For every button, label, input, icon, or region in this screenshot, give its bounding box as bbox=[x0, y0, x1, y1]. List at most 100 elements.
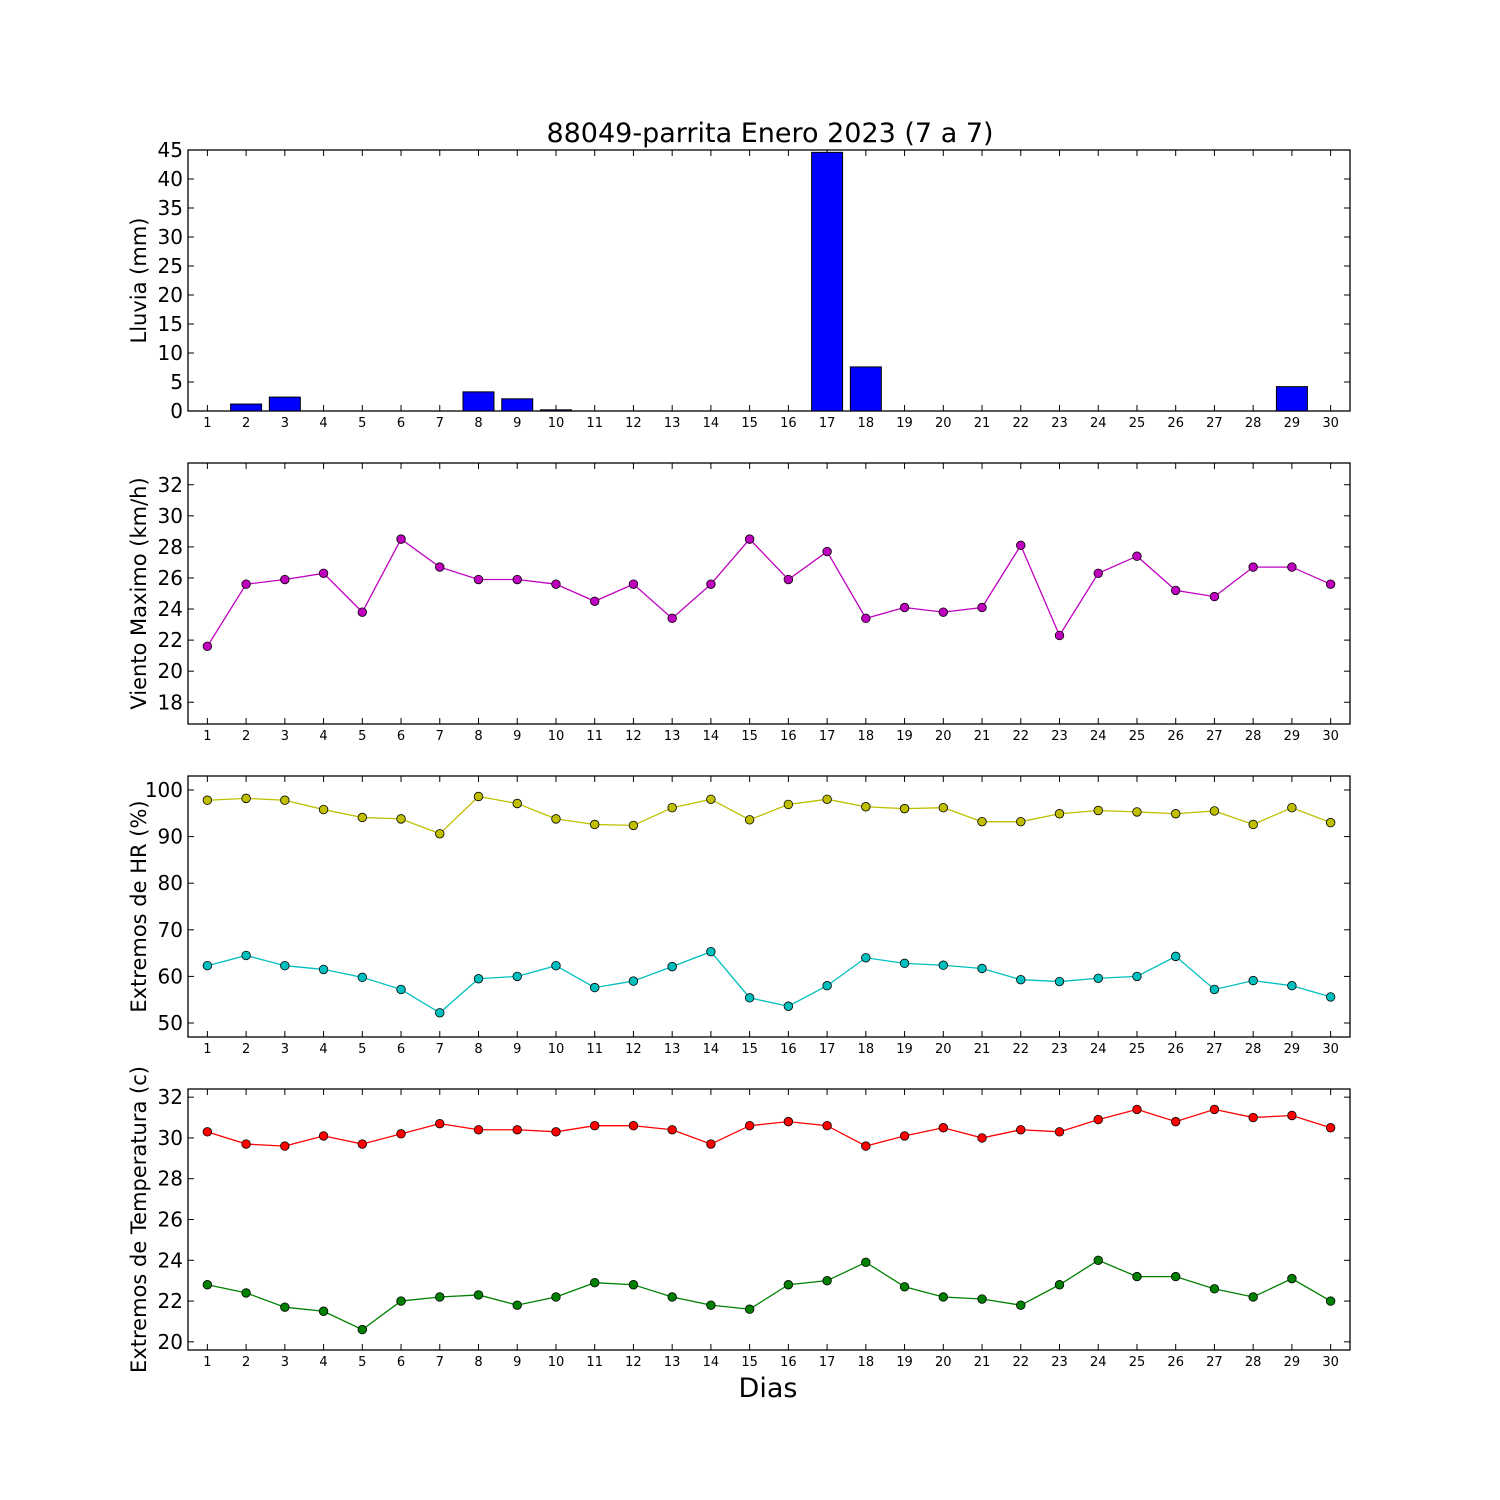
x-tick-label: 1 bbox=[203, 1355, 211, 1370]
x-tick-label: 19 bbox=[896, 1042, 913, 1057]
data-point bbox=[899, 958, 910, 969]
x-tick-label: 8 bbox=[474, 416, 482, 431]
data-point bbox=[861, 1257, 871, 1268]
data-point bbox=[473, 1125, 484, 1135]
data-point bbox=[1016, 974, 1026, 985]
data-point bbox=[1093, 568, 1103, 579]
data-point bbox=[241, 793, 251, 804]
rain-bar bbox=[811, 151, 844, 412]
data-point bbox=[783, 1116, 794, 1127]
data-point bbox=[318, 804, 329, 815]
y-axis-label: Viento Maximo (km/h) bbox=[127, 477, 151, 709]
data-point bbox=[241, 1139, 251, 1149]
x-tick-label: 11 bbox=[586, 416, 603, 431]
data-point bbox=[1248, 1112, 1258, 1123]
data-point bbox=[1209, 591, 1220, 602]
x-tick-label: 26 bbox=[1167, 1355, 1184, 1370]
x-tick-label: 19 bbox=[896, 729, 913, 744]
y-tick-label: 80 bbox=[158, 871, 183, 895]
x-tick-label: 24 bbox=[1090, 1042, 1107, 1057]
y-tick-label: 32 bbox=[158, 473, 183, 497]
x-tick-label: 15 bbox=[741, 1355, 758, 1370]
data-point bbox=[667, 961, 677, 972]
x-tick-label: 25 bbox=[1129, 416, 1146, 431]
series-line bbox=[207, 950, 1331, 1014]
series-line bbox=[207, 1259, 1331, 1331]
rain-bar bbox=[849, 366, 882, 412]
y-axis-label: Lluvia (mm) bbox=[127, 218, 151, 344]
x-tick-label: 14 bbox=[703, 1355, 720, 1370]
x-tick-label: 1 bbox=[203, 729, 211, 744]
data-point bbox=[590, 819, 600, 830]
x-tick-label: 8 bbox=[474, 1355, 482, 1370]
x-tick-label: 29 bbox=[1284, 416, 1301, 431]
x-tick-label: 5 bbox=[358, 729, 366, 744]
data-point bbox=[473, 574, 484, 585]
rain-bar bbox=[230, 403, 263, 412]
y-tick-label: 40 bbox=[158, 167, 183, 191]
data-point bbox=[1248, 1292, 1258, 1302]
x-tick-label: 28 bbox=[1245, 1355, 1262, 1370]
y-tick-label: 35 bbox=[158, 196, 183, 220]
x-tick-label: 28 bbox=[1245, 729, 1262, 744]
y-tick-label: 26 bbox=[158, 1208, 183, 1232]
x-tick-label: 17 bbox=[819, 416, 836, 431]
x-tick-label: 20 bbox=[935, 1355, 952, 1370]
data-point bbox=[512, 1300, 522, 1310]
data-point bbox=[1248, 819, 1258, 830]
data-point bbox=[899, 1131, 910, 1141]
x-tick-label: 14 bbox=[703, 1042, 720, 1057]
data-point bbox=[1325, 992, 1336, 1002]
y-tick-label: 32 bbox=[158, 1085, 183, 1109]
data-point bbox=[861, 953, 871, 963]
data-point bbox=[512, 971, 522, 982]
data-point bbox=[590, 1121, 600, 1131]
y-tick-label: 100 bbox=[145, 778, 183, 802]
x-tick-label: 27 bbox=[1206, 1355, 1223, 1370]
data-point bbox=[744, 534, 755, 544]
y-tick-label: 22 bbox=[158, 1289, 183, 1313]
data-point bbox=[241, 579, 251, 589]
x-tick-label: 23 bbox=[1051, 729, 1068, 744]
y-tick-label: 20 bbox=[158, 659, 183, 683]
data-point bbox=[280, 795, 290, 805]
data-point bbox=[512, 574, 522, 585]
data-point bbox=[1325, 1296, 1336, 1306]
data-point bbox=[551, 1292, 561, 1302]
x-tick-label: 2 bbox=[242, 1042, 250, 1057]
x-tick-label: 29 bbox=[1284, 1355, 1301, 1370]
data-point bbox=[1016, 816, 1026, 827]
data-point bbox=[706, 794, 716, 805]
data-point bbox=[202, 1127, 213, 1137]
data-point bbox=[318, 964, 329, 975]
data-point bbox=[396, 534, 406, 544]
data-point bbox=[628, 820, 639, 831]
data-point bbox=[899, 602, 910, 613]
y-tick-label: 28 bbox=[158, 535, 183, 559]
data-point bbox=[783, 574, 794, 585]
data-point bbox=[512, 798, 522, 809]
x-tick-label: 22 bbox=[1012, 729, 1029, 744]
x-tick-label: 11 bbox=[586, 1042, 603, 1057]
x-tick-label: 14 bbox=[703, 416, 720, 431]
x-tick-label: 11 bbox=[586, 729, 603, 744]
x-tick-label: 7 bbox=[436, 416, 444, 431]
data-point bbox=[1325, 1123, 1336, 1133]
data-point bbox=[280, 1302, 290, 1312]
data-point bbox=[1093, 973, 1103, 983]
data-point bbox=[1170, 809, 1181, 819]
x-tick-label: 30 bbox=[1322, 1355, 1339, 1370]
x-tick-label: 23 bbox=[1051, 1355, 1068, 1370]
data-point bbox=[822, 1275, 832, 1286]
data-point bbox=[280, 960, 290, 971]
x-tick-label: 25 bbox=[1129, 729, 1146, 744]
data-point bbox=[667, 1125, 677, 1135]
data-point bbox=[590, 982, 600, 993]
x-tick-label: 16 bbox=[780, 1355, 797, 1370]
x-tick-label: 7 bbox=[436, 1042, 444, 1057]
rain-bar bbox=[268, 396, 301, 412]
x-tick-label: 22 bbox=[1012, 1042, 1029, 1057]
x-tick-label: 4 bbox=[319, 1355, 327, 1370]
